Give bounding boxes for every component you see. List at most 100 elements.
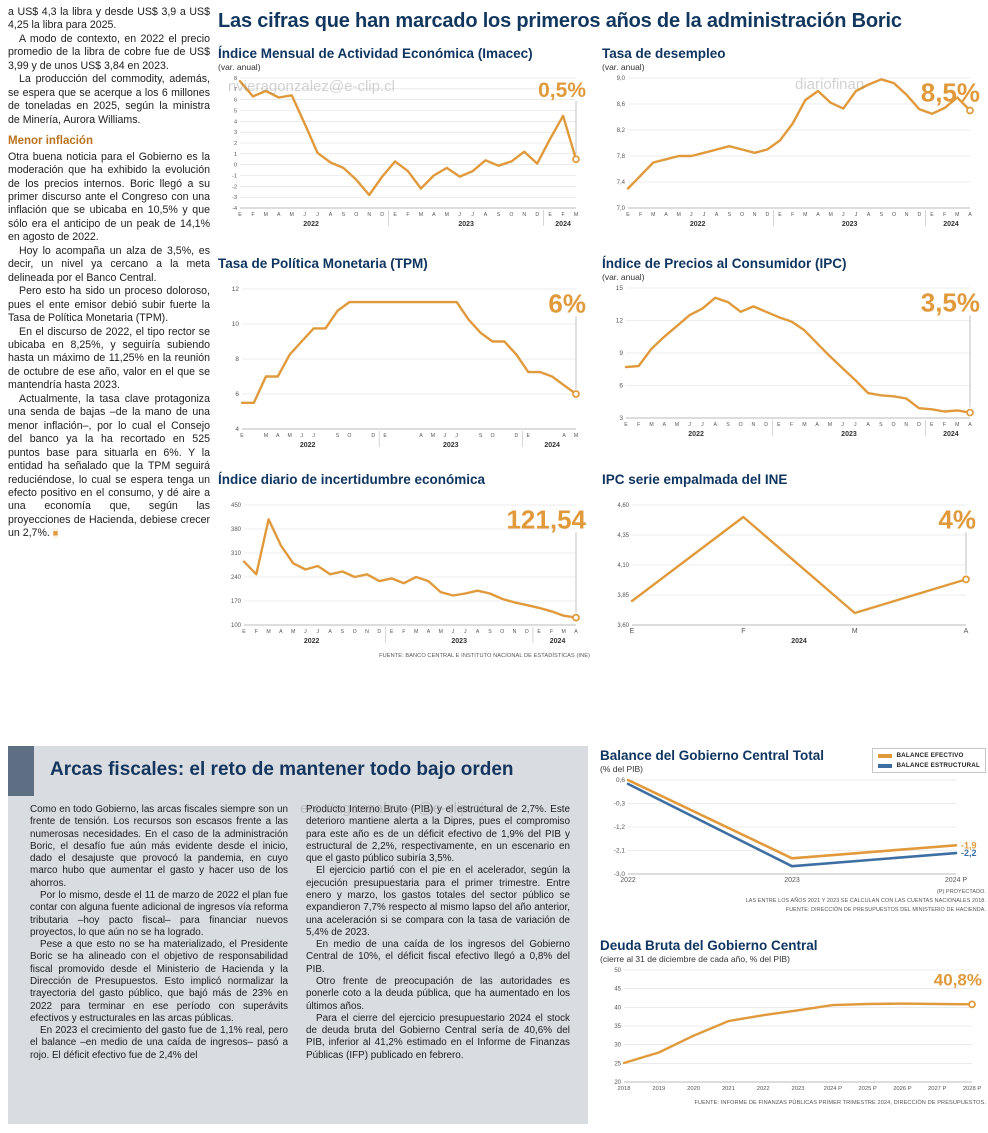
svg-text:-1,2: -1,2 — [614, 824, 626, 831]
svg-text:E: E — [930, 212, 934, 218]
svg-text:M: M — [829, 212, 833, 218]
svg-text:J: J — [316, 629, 319, 635]
article-paragraph: Hoy lo acompaña un alza de 3,5%, es deci… — [8, 244, 210, 284]
svg-text:2022: 2022 — [757, 1086, 770, 1092]
svg-text:-3,0: -3,0 — [614, 871, 626, 878]
svg-text:S: S — [479, 433, 483, 439]
svg-text:A: A — [484, 212, 488, 218]
svg-text:A: A — [419, 433, 423, 439]
svg-text:4: 4 — [234, 119, 237, 125]
svg-text:J: J — [316, 212, 319, 218]
chart-title: Balance del Gobierno Central Total — [600, 748, 825, 763]
svg-text:M: M — [264, 433, 268, 439]
arcas-headline: Arcas fiscales: el reto de mantener todo… — [50, 759, 514, 780]
svg-text:E: E — [238, 212, 242, 218]
svg-text:D: D — [525, 629, 529, 635]
svg-text:2024: 2024 — [791, 638, 807, 645]
svg-text:A: A — [329, 212, 333, 218]
svg-text:D: D — [917, 422, 921, 428]
svg-text:6: 6 — [619, 383, 623, 390]
svg-text:M: M — [852, 628, 858, 635]
chart-subtitle: (% del PIB) — [600, 764, 643, 775]
svg-text:M: M — [445, 212, 449, 218]
svg-text:3,60: 3,60 — [617, 623, 629, 629]
svg-text:S: S — [497, 212, 501, 218]
article-left-column: a US$ 4,3 la libra y desde US$ 3,9 a US$… — [8, 6, 210, 541]
svg-text:E: E — [390, 629, 394, 635]
svg-text:2022: 2022 — [303, 221, 319, 228]
svg-text:S: S — [879, 422, 883, 428]
chart-title: Índice diario de incertidumbre económica — [218, 472, 486, 487]
svg-text:6: 6 — [235, 391, 239, 398]
chart-footnote: FUENTE: DIRECCIÓN DE PRESUPUESTOS DEL MI… — [785, 907, 986, 914]
svg-text:F: F — [790, 422, 793, 428]
svg-text:4,60: 4,60 — [617, 503, 629, 509]
legend-swatch — [878, 753, 893, 758]
article-paragraph: Pero esto ha sido un proceso doloroso, p… — [8, 285, 210, 325]
svg-text:F: F — [741, 628, 745, 635]
svg-text:2021: 2021 — [722, 1086, 735, 1092]
chart-subtitle: (var. anual) — [602, 272, 645, 283]
svg-text:O: O — [740, 212, 744, 218]
legend-label: BALANCE EFECTIVO — [896, 752, 964, 759]
svg-text:2026 P: 2026 P — [893, 1086, 912, 1092]
svg-text:S: S — [336, 433, 340, 439]
svg-text:-1,9: -1,9 — [961, 840, 977, 850]
chart-title: Índice de Precios al Consumidor (IPC) — [602, 256, 847, 271]
svg-text:-2,1: -2,1 — [614, 848, 626, 855]
arcas-paragraph: Como en todo Gobierno, las arcas fiscale… — [30, 804, 288, 889]
svg-text:121,54: 121,54 — [506, 505, 586, 535]
svg-text:E: E — [777, 422, 781, 428]
svg-text:N: N — [904, 422, 908, 428]
article-paragraph: La producción del commodity, además, se … — [8, 73, 210, 126]
svg-text:35: 35 — [614, 1024, 621, 1030]
svg-text:A: A — [277, 212, 281, 218]
svg-text:2024: 2024 — [943, 221, 959, 228]
ipc-ine-line-chart: 4,60 4,35 4,10 3,85 3,60E F M A 2024 4% — [617, 503, 976, 645]
svg-text:A: A — [427, 629, 431, 635]
svg-text:A: A — [276, 433, 280, 439]
svg-text:A: A — [968, 422, 972, 428]
svg-text:240: 240 — [231, 575, 242, 581]
svg-text:E: E — [393, 212, 397, 218]
svg-text:J: J — [471, 212, 474, 218]
chart-source: FUENTE: BANCO CENTRAL E INSTITUTO NACION… — [379, 653, 590, 660]
svg-text:7,4: 7,4 — [617, 180, 626, 186]
svg-text:S: S — [341, 629, 345, 635]
svg-text:2022: 2022 — [690, 221, 706, 228]
desempleo-line-chart: 9,08,68,27,87,47,0E F M A M J J A S O N D E F M A M J J A S O… — [617, 76, 980, 228]
arcas-paragraph: En 2023 el crecimiento del gasto fue de … — [30, 1025, 288, 1061]
article-paragraph: Otra buena noticia para el Gobierno es l… — [8, 150, 210, 244]
svg-text:D: D — [380, 212, 384, 218]
svg-text:J: J — [703, 212, 706, 218]
svg-text:-0,3: -0,3 — [614, 801, 626, 808]
chart-title: Tasa de desempleo — [602, 46, 726, 61]
svg-text:N: N — [905, 212, 909, 218]
arcas-paragraph: En medio de una caída de los ingresos de… — [306, 939, 570, 975]
svg-text:M: M — [291, 629, 295, 635]
chart-incertidumbre: Índice diario de incertidumbre económica… — [218, 472, 590, 659]
svg-text:D: D — [535, 212, 539, 218]
svg-text:A: A — [432, 212, 436, 218]
svg-text:A: A — [562, 433, 566, 439]
chart-tpm: Tasa de Política Monetaria (TPM) 12 10 8 6 4… — [218, 256, 590, 455]
svg-text:2023: 2023 — [784, 877, 800, 884]
svg-text:N: N — [365, 629, 369, 635]
svg-text:A: A — [964, 628, 969, 635]
svg-text:45: 45 — [614, 987, 621, 993]
svg-text:A: A — [715, 212, 719, 218]
svg-text:2023: 2023 — [842, 221, 858, 228]
arcas-paragraph: El ejercicio partió con el pie en el ace… — [306, 865, 570, 938]
svg-text:-1: -1 — [232, 174, 237, 180]
svg-text:M: M — [562, 629, 566, 635]
svg-text:2022: 2022 — [300, 442, 316, 449]
svg-text:4,35: 4,35 — [617, 533, 629, 539]
arcas-paragraph: Por lo mismo, desde el 11 de marzo de 20… — [30, 889, 288, 938]
svg-text:2024: 2024 — [943, 431, 959, 438]
article-paragraph: a US$ 4,3 la libra y desde US$ 3,9 a US$… — [8, 6, 210, 32]
svg-text:M: M — [803, 212, 807, 218]
